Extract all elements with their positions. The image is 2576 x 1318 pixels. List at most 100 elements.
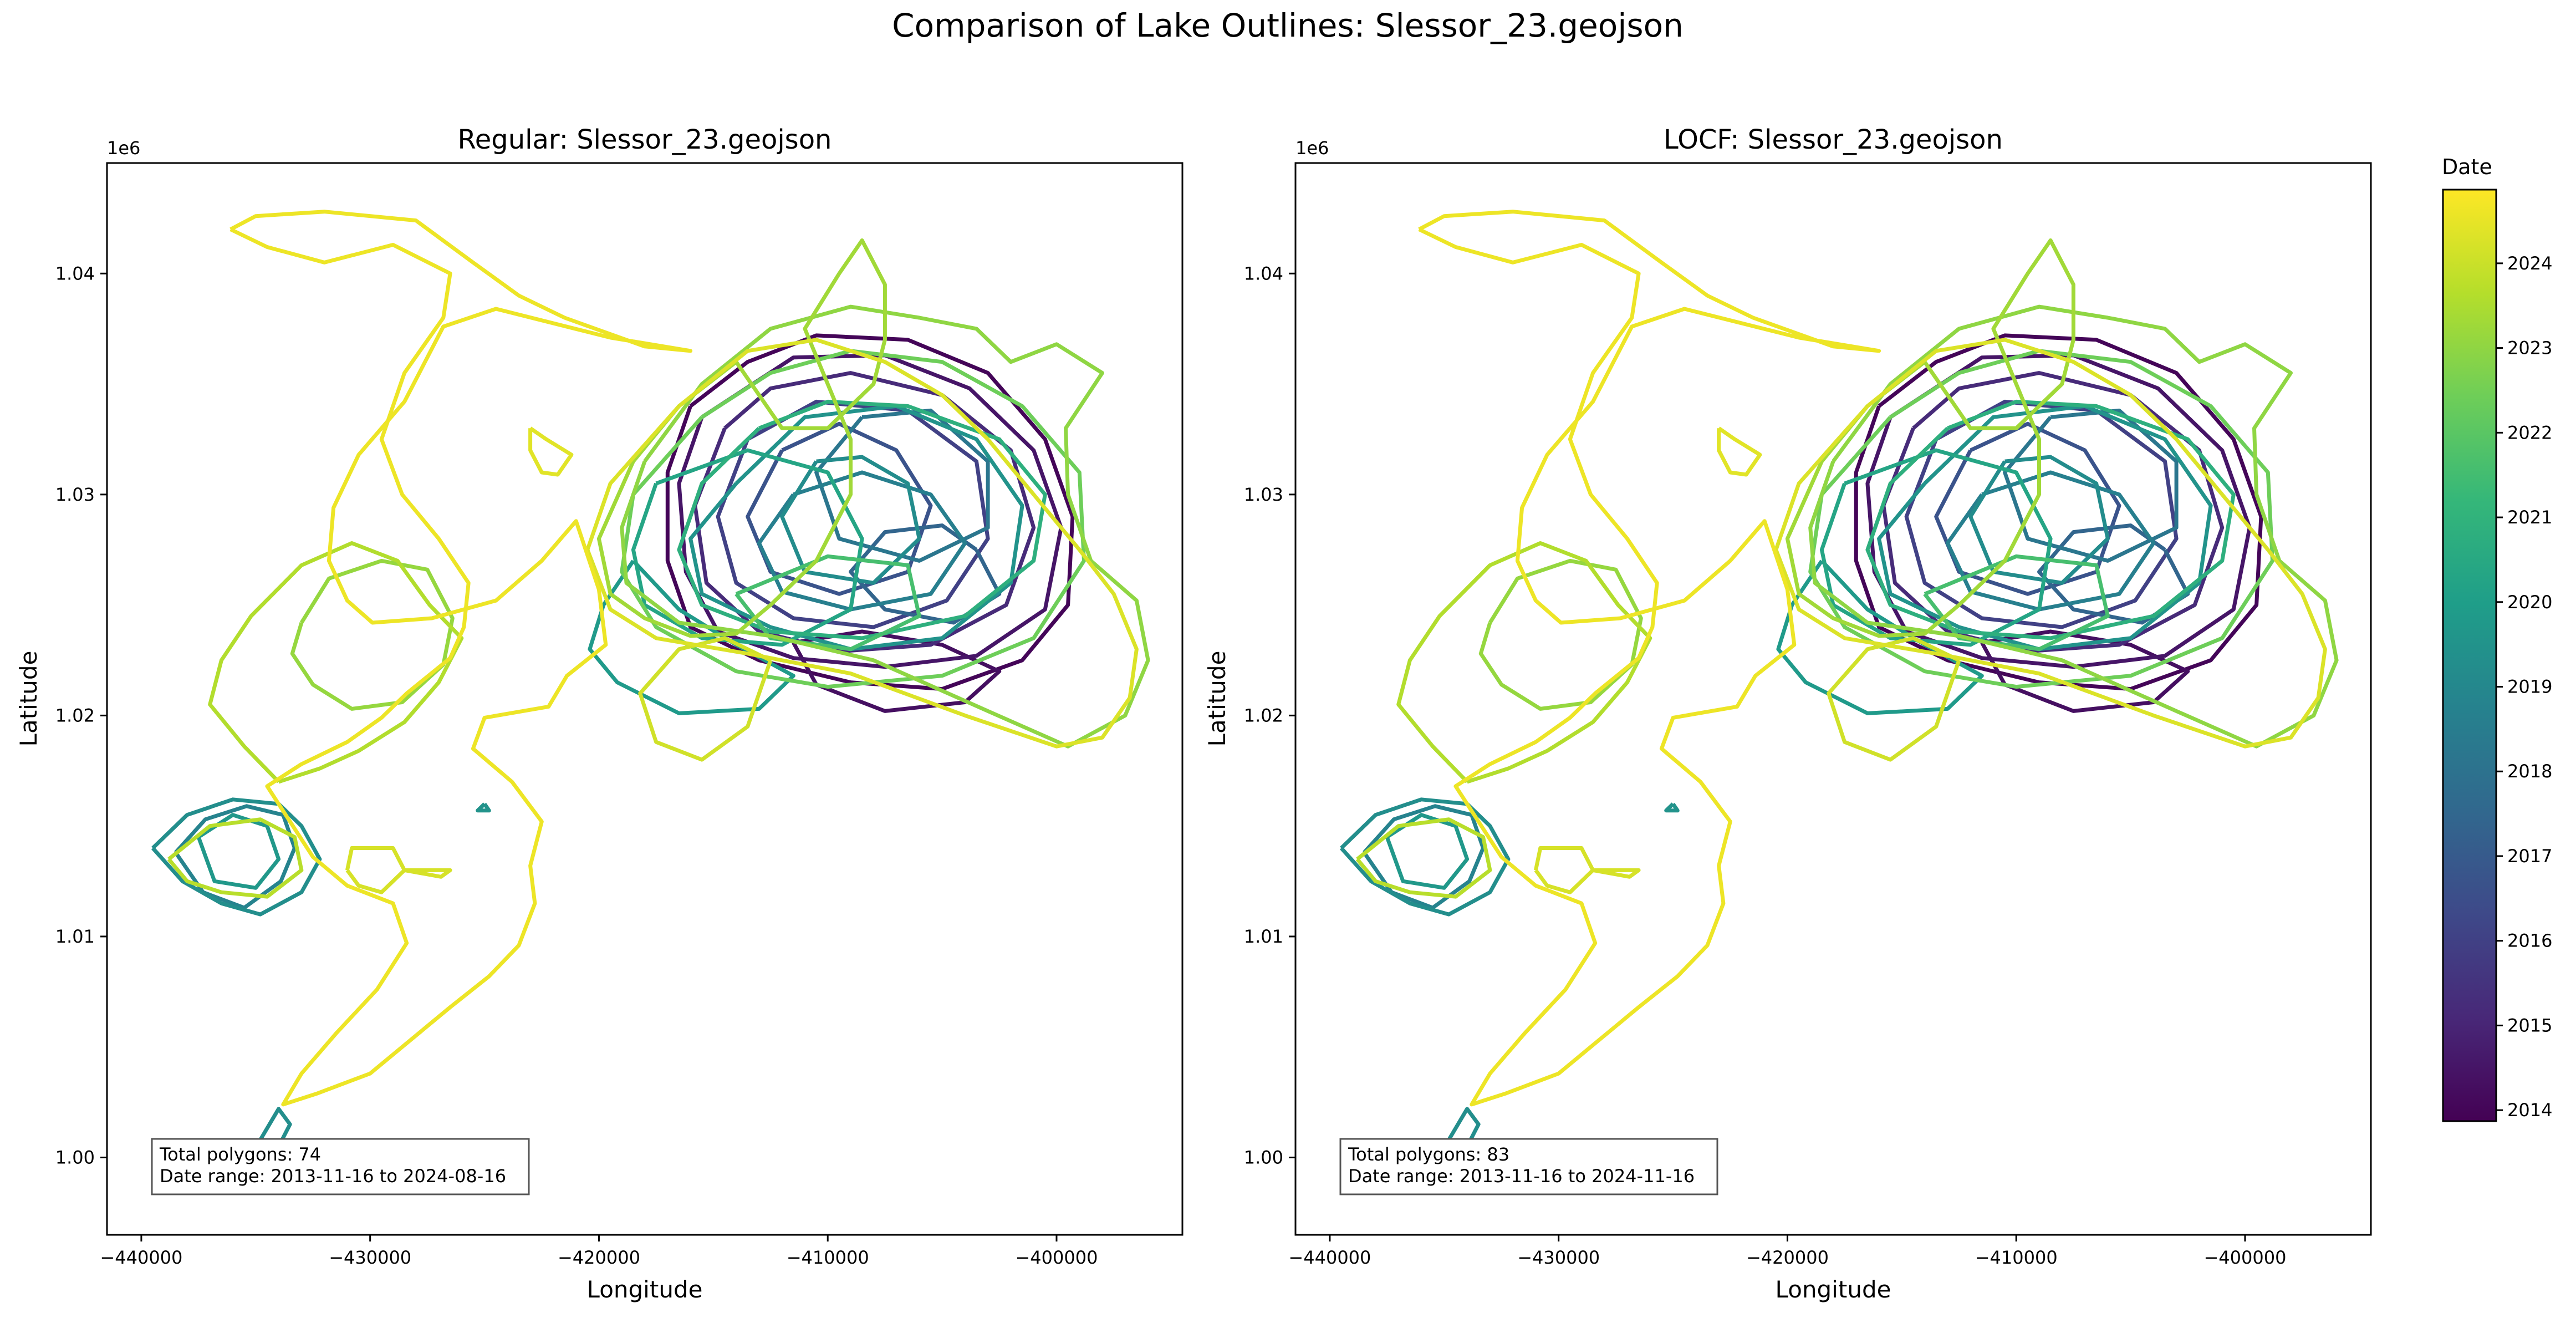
colorbar-tick-label: 2020 [2507, 592, 2552, 613]
y-offset-label: 1e6 [107, 138, 140, 159]
x-tick-label: −410000 [787, 1247, 869, 1268]
stats-box: Total polygons: 83 Date range: 2013-11-1… [1339, 1138, 1718, 1195]
lake-outline [1664, 802, 1680, 813]
lake-outline [1854, 333, 2263, 691]
x-axis-label: Longitude [1776, 1276, 1891, 1303]
lake-outline [1945, 470, 2156, 612]
lake-outline [167, 817, 304, 899]
x-tick-label: −430000 [329, 1247, 411, 1268]
figure-suptitle: Comparison of Lake Outlines: Slessor_23.… [892, 7, 1684, 44]
lake-outline [1592, 868, 1641, 879]
lake-outline [1418, 210, 1881, 1107]
lake-outline [677, 399, 1047, 640]
plot-frame [1294, 162, 2372, 1236]
colorbar-tick-label: 2019 [2507, 676, 2552, 698]
y-offset-label: 1e6 [1295, 138, 1329, 159]
lake-outline [229, 210, 693, 1107]
panel-title: LOCF: Slessor_23.geojson [1664, 124, 2003, 155]
y-axis: 1.00 1.01 1.02 1.03 1.04 [55, 263, 107, 1168]
lake-outline [208, 541, 464, 784]
lake-outline [585, 338, 1139, 749]
lake-outline [665, 333, 1075, 691]
plot-frame [106, 162, 1184, 1236]
x-tick-label: −440000 [100, 1247, 182, 1268]
lake-outline [1923, 554, 2110, 652]
outlines [151, 210, 1150, 1149]
outlines [1339, 210, 2339, 1149]
lake-outline [638, 636, 773, 762]
x-tick-label: −410000 [1975, 1247, 2058, 1268]
x-axis-label: Longitude [587, 1276, 703, 1303]
y-tick-label: 1.00 [1244, 1147, 1283, 1168]
lake-outline [1385, 813, 1470, 890]
y-tick-label: 1.03 [55, 484, 95, 505]
x-tick-label: −440000 [1288, 1247, 1371, 1268]
lake-outline [1865, 399, 2236, 640]
panel-regular: Regular: Slessor_23.geojson −440000 −4300… [15, 124, 1184, 1303]
lake-outline [1478, 558, 1643, 711]
lake-outline [476, 802, 491, 813]
lake-outline [1774, 338, 2327, 749]
colorbar-tick-label: 2021 [2507, 507, 2552, 528]
colorbar-tick-label: 2023 [2507, 338, 2552, 359]
lake-outline [688, 404, 1024, 652]
stats-date-range: Date range: 2013-11-16 to 2024-08-16 [160, 1166, 506, 1187]
lake-outline [1396, 541, 1652, 784]
colorbar-tick-label: 2017 [2507, 846, 2552, 867]
colorbar-ticks: 2014 2015 2016 2017 2018 2019 2020 2021 2022 2023… [2496, 253, 2552, 1121]
y-tick-label: 1.03 [1244, 484, 1283, 505]
colorbar-gradient [2442, 189, 2497, 1122]
lake-outline [290, 558, 455, 711]
colorbar-tick-label: 2024 [2507, 253, 2552, 274]
lake-outline [1819, 448, 2053, 647]
lake-outline [1881, 371, 2225, 654]
lake-outline [1339, 797, 1511, 917]
x-tick-label: −400000 [1015, 1247, 1098, 1268]
y-tick-label: 1.01 [55, 926, 95, 947]
lake-outline [746, 421, 933, 596]
x-tick-label: −400000 [2203, 1247, 2286, 1268]
stats-box: Total polygons: 74 Date range: 2013-11-1… [151, 1138, 530, 1195]
lake-outline [757, 470, 967, 612]
panel-title: Regular: Slessor_23.geojson [458, 124, 832, 155]
colorbar-tick-label: 2014 [2507, 1100, 2552, 1121]
lake-outline [528, 426, 574, 477]
y-tick-label: 1.02 [1244, 705, 1283, 726]
x-axis: −440000 −430000 −420000 −410000 −400000 [1288, 1235, 2286, 1268]
colorbar: Date 2014 2015 2016 2017 2018 2019 2020 2021 202… [2442, 155, 2552, 1122]
y-tick-label: 1.04 [55, 263, 95, 284]
lake-outline [1717, 426, 1762, 477]
lake-outline [693, 371, 1036, 654]
lake-outline [345, 846, 407, 894]
lake-outline [734, 554, 921, 652]
colorbar-tick-label: 2015 [2507, 1015, 2552, 1036]
y-tick-label: 1.02 [55, 705, 95, 726]
stats-date-range: Date range: 2013-11-16 to 2024-11-16 [1348, 1166, 1695, 1187]
colorbar-tick-label: 2018 [2507, 761, 2552, 782]
y-tick-label: 1.04 [1244, 263, 1283, 284]
y-axis-label: Latitude [1203, 651, 1231, 747]
colorbar-label: Date [2442, 155, 2492, 179]
y-tick-label: 1.01 [1244, 926, 1283, 947]
lake-outline [1533, 846, 1595, 894]
lake-outline [1355, 817, 1492, 899]
lake-outline [1934, 421, 2121, 596]
y-tick-label: 1.00 [55, 1147, 95, 1168]
lake-outline [1968, 455, 2110, 585]
y-axis: 1.00 1.01 1.02 1.03 1.04 [1244, 263, 1295, 1168]
lake-outline [1877, 404, 2213, 652]
stats-polygons: Total polygons: 83 [1348, 1144, 1509, 1165]
y-axis-label: Latitude [15, 651, 42, 747]
x-tick-label: −430000 [1517, 1247, 1600, 1268]
panel-locf: LOCF: Slessor_23.geojson −440000 −430000−… [1203, 124, 2372, 1303]
lake-outline [1362, 804, 1485, 910]
lake-outline [404, 868, 452, 879]
stats-polygons: Total polygons: 74 [159, 1144, 321, 1165]
lake-outline [196, 813, 281, 890]
x-axis: −440000 −430000 −420000 −410000 −400000 [100, 1235, 1098, 1268]
colorbar-tick-label: 2016 [2507, 930, 2552, 951]
x-tick-label: −420000 [558, 1247, 640, 1268]
lake-outline [151, 797, 322, 917]
x-tick-label: −420000 [1746, 1247, 1829, 1268]
